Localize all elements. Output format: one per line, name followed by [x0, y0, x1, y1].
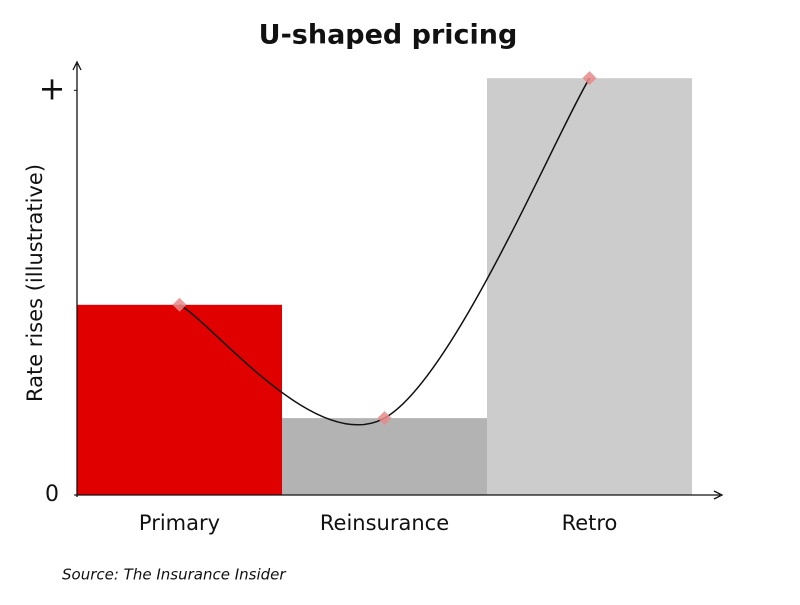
source: Source: The Insurance Insider [62, 566, 286, 584]
chart-title: U-shaped pricing [259, 20, 518, 51]
x-tick-label: Reinsurance [320, 511, 449, 535]
point-marker [377, 411, 392, 426]
point-marker [172, 297, 187, 312]
bar [282, 418, 487, 495]
bar [487, 78, 692, 495]
x-tick-label: Retro [562, 511, 618, 535]
y-tick-label: + [39, 69, 66, 107]
y-axis-label: Rate rises (illustrative) [23, 164, 47, 402]
x-tick-label: Primary [139, 511, 220, 535]
y-tick-label: 0 [45, 482, 59, 507]
x-axis-arrow [713, 490, 724, 500]
plot-area [77, 78, 692, 495]
trend-curve [179, 77, 591, 426]
bar [77, 304, 282, 495]
y-axis-arrow [72, 60, 82, 71]
point-marker [582, 71, 597, 86]
